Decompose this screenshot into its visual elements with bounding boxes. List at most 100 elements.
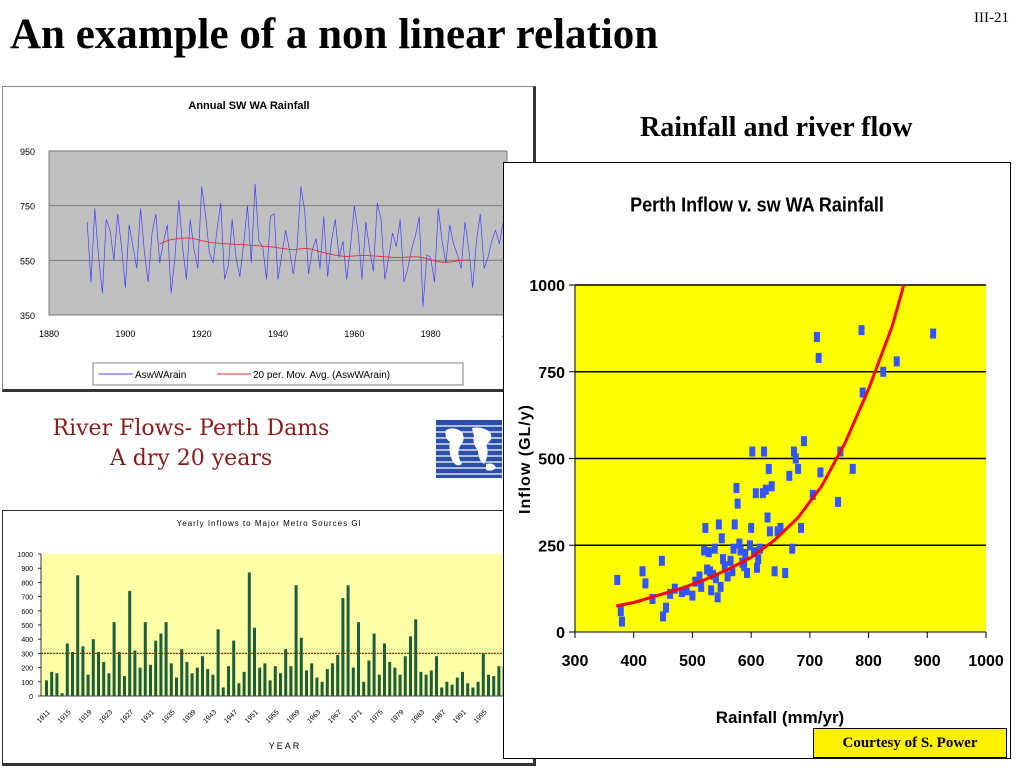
inflow-x-tick-label: 1911 <box>36 709 52 725</box>
inflow-x-tick-label: 1987 <box>431 709 447 725</box>
scatter-point <box>678 587 685 598</box>
inflow-bar <box>112 622 116 696</box>
scatter-point <box>761 446 768 457</box>
courtesy-label: Courtesy of S. Power <box>813 728 1007 758</box>
scatter-point <box>733 482 740 493</box>
inflow-x-tick-label: 1943 <box>202 709 218 725</box>
scatter-point <box>751 547 758 558</box>
inflow-x-tick-label: 1975 <box>369 709 385 725</box>
scatter-point <box>718 533 725 544</box>
scatter-point <box>671 583 678 594</box>
scatter-point <box>708 585 715 596</box>
inflow-x-tick-label: 1971 <box>348 709 364 725</box>
inflow-bar <box>331 663 334 696</box>
inflow-bar <box>492 676 496 696</box>
scatter-point <box>786 470 793 481</box>
inflow-x-tick-label: 1963 <box>306 709 322 725</box>
inflow-bar <box>55 673 59 696</box>
scatter-point <box>642 578 649 589</box>
rainfall-x-tick-label: 1920 <box>192 329 212 339</box>
scatter-point <box>782 568 789 579</box>
inflow-bar <box>175 677 178 696</box>
inflow-bar <box>253 627 256 696</box>
inflow-x-axis-label: YEAR <box>269 741 302 751</box>
inflow-bar <box>305 670 308 696</box>
rainfall-plot-area <box>48 150 508 316</box>
scatter-x-tick-label: 1000 <box>968 653 1004 670</box>
inflow-x-tick-label: 1923 <box>98 709 114 725</box>
inflow-bar <box>190 673 194 696</box>
inflow-bar <box>81 646 85 696</box>
scatter-x-tick-label: 400 <box>620 653 647 670</box>
scatter-point <box>714 592 721 603</box>
inflow-bar <box>440 687 444 696</box>
inflow-chart-title: Yearly Inflows to Major Metro Sources Gl <box>177 519 362 528</box>
scatter-y-tick-label: 1000 <box>529 278 565 295</box>
scatter-point <box>702 522 709 533</box>
scatter-point <box>746 540 753 551</box>
inflow-x-tick-label: 1927 <box>119 709 135 725</box>
inflow-bar <box>341 598 345 696</box>
slide-title: An example of a non linear relation <box>10 11 659 58</box>
inflow-bar <box>216 629 220 696</box>
scatter-point <box>777 522 784 533</box>
inflow-bar <box>377 674 381 696</box>
scatter-point <box>696 571 703 582</box>
scatter-point <box>755 554 762 565</box>
inflow-bar <box>455 677 459 696</box>
scatter-point <box>667 588 674 599</box>
inflow-bar <box>315 677 319 696</box>
inflow-bar <box>466 683 470 696</box>
inflow-x-tick-label: 1955 <box>265 709 281 725</box>
scatter-point <box>752 488 759 499</box>
inflow-x-tick-label: 1915 <box>57 709 73 725</box>
inflow-bar <box>336 654 340 696</box>
rainfall-series-line <box>86 183 508 307</box>
scatter-point <box>711 543 718 554</box>
inflow-bar <box>128 590 132 696</box>
inflow-x-tick-label: 1979 <box>390 709 406 725</box>
inflow-bar <box>388 661 392 696</box>
inflow-bar <box>419 671 423 696</box>
scatter-point <box>618 616 625 627</box>
inflow-y-tick-label: 300 <box>21 651 33 658</box>
scatter-point <box>742 548 749 559</box>
inflow-bar <box>154 640 158 696</box>
rainfall-y-tick-label: 550 <box>20 256 35 266</box>
inflow-y-tick-label: 700 <box>21 595 33 602</box>
inflow-bar <box>497 666 501 696</box>
inflow-y-tick-label: 100 <box>21 680 33 687</box>
inflow-bar <box>221 687 225 696</box>
scatter-fit-curve <box>615 284 906 608</box>
scatter-point <box>712 573 719 584</box>
inflow-bar <box>284 649 288 696</box>
scatter-point <box>817 467 824 478</box>
scatter-point <box>614 574 621 585</box>
scatter-point <box>736 538 743 549</box>
inflow-bar <box>227 666 230 696</box>
inflow-y-tick-label: 900 <box>21 566 33 573</box>
inflow-bar <box>351 667 355 696</box>
scatter-point <box>734 498 741 509</box>
inflow-bar <box>409 636 412 696</box>
scatter-point <box>617 606 624 617</box>
scatter-y-tick-label: 500 <box>538 452 565 469</box>
inflow-bar <box>180 649 184 696</box>
scatter-point <box>815 352 822 363</box>
inflow-bar <box>91 639 95 696</box>
scatter-point <box>741 561 748 572</box>
scatter-point <box>663 602 670 613</box>
inflow-bar <box>393 667 397 696</box>
legend-label-moving-average: 20 per. Mov. Avg. (AswWArain) <box>253 370 390 381</box>
inflow-bar <box>242 671 246 696</box>
inflow-x-tick-label: 1983 <box>410 709 426 725</box>
rainfall-y-tick-label: 750 <box>20 202 35 212</box>
river-flows-title-line1: River Flows- Perth Dams <box>52 416 330 441</box>
inflow-x-tick-label: 1947 <box>223 709 239 725</box>
inflow-bar <box>346 585 350 696</box>
inflow-bar <box>357 622 360 696</box>
inflow-bar <box>481 653 485 696</box>
river-flows-title-line2: A dry 20 years <box>109 446 273 471</box>
inflow-bar <box>414 619 418 696</box>
inflow-y-tick-label: 0 <box>29 694 33 701</box>
